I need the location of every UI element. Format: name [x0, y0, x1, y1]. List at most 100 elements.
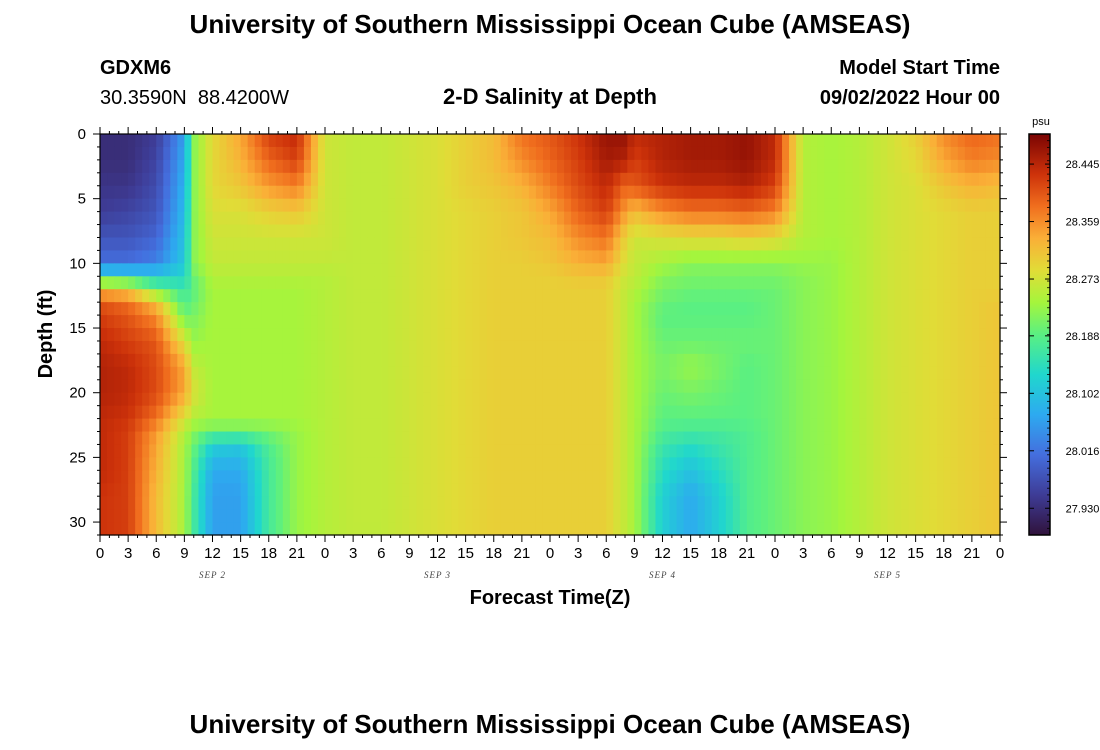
heatmap-cell: [557, 444, 565, 458]
heatmap-cell: [486, 483, 495, 497]
heatmap-cell: [964, 483, 973, 497]
heatmap-cell: [803, 134, 811, 148]
heatmap-cell: [374, 509, 382, 523]
heatmap-cell: [388, 185, 396, 200]
heatmap-cell: [978, 263, 987, 277]
heatmap-cell: [486, 276, 495, 290]
x-tick-label: 21: [964, 545, 981, 562]
heatmap-cell: [662, 224, 671, 239]
heatmap-cell: [578, 431, 586, 446]
heatmap-cell: [353, 353, 361, 368]
heatmap-cell: [430, 483, 439, 497]
heatmap-cell: [782, 198, 790, 213]
heatmap-cell: [676, 302, 685, 316]
heatmap-cell: [100, 159, 108, 174]
heatmap-cell: [360, 353, 368, 368]
heatmap-cell: [332, 289, 340, 303]
heatmap-cell: [810, 159, 818, 174]
heatmap-cell: [521, 185, 530, 200]
heatmap-cell: [676, 263, 685, 277]
heatmap-cell: [212, 353, 221, 368]
heatmap-cell: [817, 483, 825, 497]
heatmap-cell: [964, 405, 973, 420]
heatmap-cell: [922, 185, 931, 200]
heatmap-cell: [859, 509, 868, 523]
heatmap-cell: [367, 134, 375, 148]
heatmap-cell: [690, 457, 699, 471]
heatmap-cell: [472, 366, 481, 381]
heatmap-cell: [479, 496, 488, 510]
heatmap-cell: [100, 457, 108, 471]
heatmap-cell: [915, 302, 924, 316]
heatmap-cell: [922, 444, 931, 458]
heatmap-cell: [472, 392, 481, 407]
heatmap-cell: [296, 134, 305, 148]
heatmap-cell: [753, 250, 762, 264]
heatmap-cell: [261, 250, 270, 264]
heatmap-cell: [782, 315, 790, 329]
heatmap-cell: [789, 328, 797, 342]
heatmap-cell: [289, 405, 298, 420]
heatmap-cell: [627, 483, 635, 497]
heatmap-cell: [634, 418, 643, 433]
heatmap-cell: [409, 470, 418, 484]
heatmap-cell: [275, 483, 284, 497]
heatmap-cell: [845, 289, 853, 303]
heatmap-cell: [557, 340, 565, 355]
heatmap-cell: [655, 366, 664, 381]
heatmap-cell: [289, 263, 298, 277]
heatmap-cell: [261, 457, 270, 471]
heatmap-cell: [711, 263, 720, 277]
heatmap-cell: [142, 237, 150, 252]
heatmap-cell: [775, 522, 783, 536]
heatmap-cell: [423, 146, 432, 161]
heatmap-cell: [957, 250, 966, 264]
heatmap-cell: [268, 159, 277, 174]
heatmap-cell: [585, 444, 593, 458]
heatmap-cell: [114, 146, 122, 161]
heatmap-cell: [416, 418, 425, 433]
heatmap-cell: [922, 159, 931, 174]
heatmap-cell: [205, 366, 214, 381]
heatmap-cell: [205, 431, 214, 446]
heatmap-cell: [114, 509, 122, 523]
heatmap-cell: [233, 405, 242, 420]
heatmap-cell: [613, 159, 621, 174]
heatmap-cell: [915, 289, 924, 303]
heatmap-cell: [550, 185, 558, 200]
heatmap-cell: [282, 392, 291, 407]
heatmap-cell: [985, 224, 994, 239]
heatmap-cell: [880, 457, 889, 471]
heatmap-cell: [683, 444, 692, 458]
heatmap-cell: [486, 289, 495, 303]
heatmap-cell: [831, 431, 839, 446]
heatmap-cell: [901, 444, 910, 458]
heatmap-cell: [550, 146, 558, 161]
heatmap-cell: [226, 392, 235, 407]
heatmap-cell: [493, 470, 502, 484]
heatmap-cell: [381, 379, 389, 394]
heatmap-cell: [662, 134, 671, 148]
heatmap-cell: [388, 509, 396, 523]
heatmap-cell: [739, 405, 748, 420]
heatmap-cell: [571, 444, 579, 458]
heatmap-cell: [374, 379, 382, 394]
heatmap-cell: [550, 431, 558, 446]
heatmap-cell: [887, 211, 896, 226]
heatmap-cell: [226, 224, 235, 239]
heatmap-cell: [887, 353, 896, 368]
heatmap-cell: [332, 276, 340, 290]
heatmap-cell: [585, 289, 593, 303]
heatmap-cell: [739, 483, 748, 497]
heatmap-cell: [514, 509, 523, 523]
x-tick-label: 3: [349, 545, 357, 562]
heatmap-cell: [943, 185, 952, 200]
heatmap-cell: [704, 457, 713, 471]
heatmap-cell: [620, 250, 628, 264]
heatmap-cell: [437, 146, 446, 161]
heatmap-cell: [240, 302, 249, 316]
heatmap-cell: [289, 431, 298, 446]
heatmap-cell: [339, 496, 347, 510]
heatmap-cell: [451, 392, 460, 407]
heatmap-cell: [528, 340, 537, 355]
